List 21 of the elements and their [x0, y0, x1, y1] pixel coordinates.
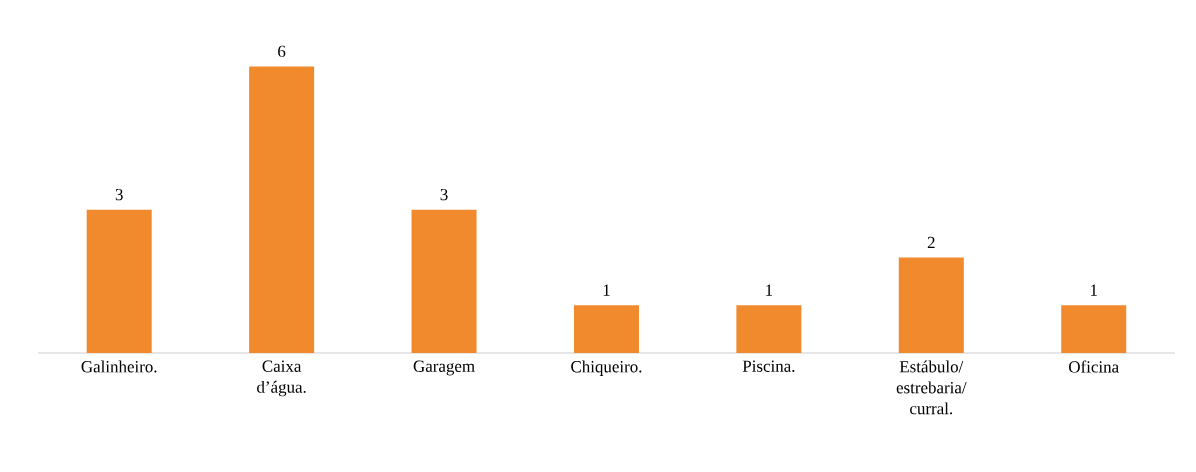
x-tick-label: Oficina	[1069, 360, 1119, 373]
data-label: 1	[1090, 284, 1097, 296]
x-tick-label: Caixa d’água.	[257, 360, 306, 397]
bar	[736, 305, 802, 353]
bar	[249, 66, 315, 353]
data-label: 2	[927, 236, 935, 248]
data-label: 6	[278, 45, 286, 58]
x-tick-label: Estábulo/ estrebaria/ curral.	[896, 360, 967, 415]
bar	[898, 257, 964, 353]
bar	[573, 305, 639, 353]
x-tick-label: Chiqueiro.	[571, 360, 642, 376]
x-tick-label: Piscina.	[742, 360, 795, 372]
x-tick-label: Galinheiro.	[81, 360, 157, 373]
data-label: 3	[440, 188, 448, 201]
data-label: 1	[766, 284, 773, 296]
bar	[86, 209, 152, 353]
bar	[411, 209, 477, 353]
bar	[1061, 305, 1127, 353]
x-tick-label: Garagem	[413, 360, 475, 376]
data-label: 3	[115, 188, 123, 201]
data-label: 1	[603, 284, 610, 296]
